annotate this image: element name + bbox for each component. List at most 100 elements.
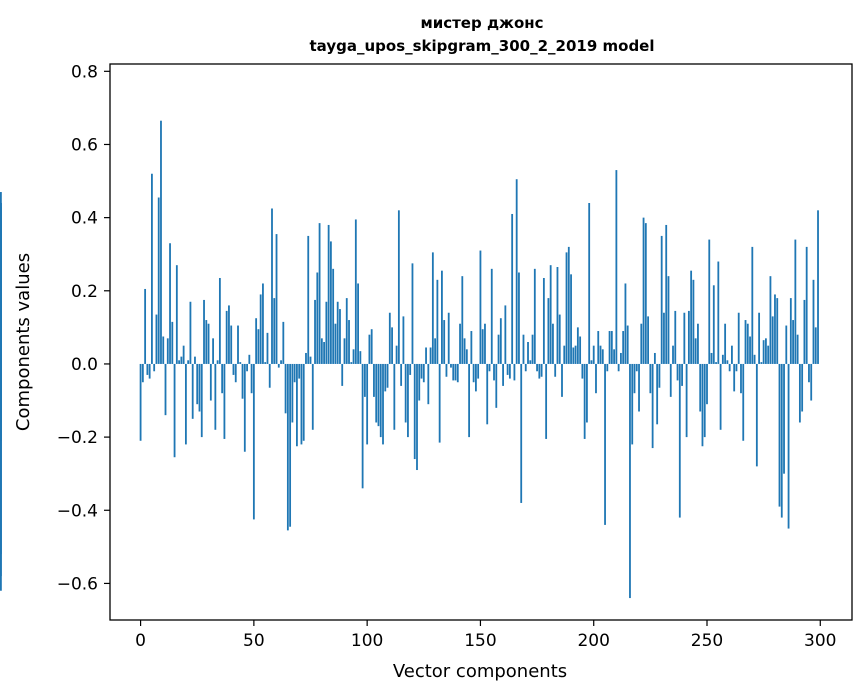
bar: [708, 239, 711, 364]
bar: [765, 338, 767, 364]
x-tick-label: 200: [577, 631, 609, 651]
bar: [531, 334, 534, 364]
bar: [667, 276, 670, 364]
bar: [574, 345, 577, 364]
bar: [486, 363, 489, 425]
bar: [264, 362, 267, 364]
x-tick-label: 0: [135, 631, 146, 651]
y-axis-ticks: −0.6 −0.4 −0.2 0.0 0.2 0.4 0.6 0.8: [57, 62, 110, 594]
bar: [0, 363, 2, 591]
bar: [563, 345, 566, 364]
bar: [515, 179, 518, 364]
bar: [719, 363, 722, 430]
bar: [735, 363, 738, 372]
bar: [533, 268, 536, 364]
bar: [669, 363, 672, 397]
bar: [626, 325, 629, 364]
bar: [153, 363, 156, 372]
bar: [248, 354, 251, 364]
bar: [420, 363, 423, 379]
bar: [223, 363, 226, 439]
bar: [624, 283, 627, 364]
bar: [495, 363, 498, 408]
bar: [744, 320, 747, 364]
bar: [139, 363, 142, 441]
bar: [579, 336, 582, 364]
bar: [565, 252, 568, 364]
bar: [656, 363, 659, 425]
bar: [141, 363, 144, 383]
y-tick-label: 0.2: [71, 282, 98, 302]
bar: [524, 363, 527, 372]
bar: [552, 323, 554, 364]
bar: [318, 223, 321, 364]
bar: [724, 323, 727, 364]
bar: [382, 363, 384, 445]
bar: [302, 363, 305, 441]
bar: [511, 213, 514, 364]
bar: [434, 338, 437, 364]
bar: [259, 294, 262, 364]
bar: [547, 298, 550, 364]
bar: [576, 327, 579, 364]
bar: [644, 223, 647, 364]
bar: [205, 320, 208, 364]
bar: [348, 320, 350, 364]
bar: [758, 312, 761, 364]
bar: [592, 345, 595, 364]
bar: [339, 309, 341, 364]
bar: [438, 363, 441, 443]
bar: [191, 363, 194, 419]
bar: [144, 288, 147, 364]
bar: [631, 363, 634, 445]
bar: [710, 352, 713, 364]
bar: [384, 363, 387, 392]
bar: [275, 234, 278, 364]
bar: [801, 363, 804, 412]
bar: [789, 298, 792, 364]
bar: [452, 363, 455, 381]
bar: [250, 363, 253, 394]
bar: [291, 363, 294, 423]
bar: [751, 246, 754, 364]
bar: [731, 345, 733, 364]
bar: [298, 363, 301, 379]
bar: [282, 321, 285, 364]
bar: [379, 363, 382, 438]
bar: [296, 363, 298, 447]
bar: [388, 312, 391, 364]
bar: [373, 363, 375, 397]
bar: [653, 352, 656, 364]
bar: [427, 363, 430, 405]
bar: [683, 312, 686, 364]
bar-series: [0, 120, 819, 599]
bar: [359, 351, 362, 364]
bar: [728, 363, 731, 372]
bar: [237, 325, 239, 364]
bar: [284, 363, 287, 414]
bar: [477, 363, 480, 379]
bar: [518, 272, 520, 364]
bar: [685, 363, 688, 438]
bar: [0, 363, 2, 441]
bar: [375, 363, 378, 423]
bar: [164, 363, 167, 416]
bar: [808, 363, 810, 383]
bar: [146, 363, 149, 375]
bar: [429, 347, 432, 364]
x-tick-label: 100: [351, 631, 383, 651]
bar: [549, 265, 552, 364]
bar: [470, 331, 473, 364]
bar: [323, 342, 326, 364]
bar: [810, 363, 813, 401]
bar: [203, 299, 205, 364]
bar: [497, 334, 500, 364]
bar: [160, 120, 162, 364]
bar: [343, 338, 346, 364]
bar: [214, 363, 217, 430]
y-tick-label: 0.0: [71, 355, 98, 375]
bar: [638, 363, 640, 412]
bar: [305, 352, 307, 364]
bar: [554, 363, 557, 377]
